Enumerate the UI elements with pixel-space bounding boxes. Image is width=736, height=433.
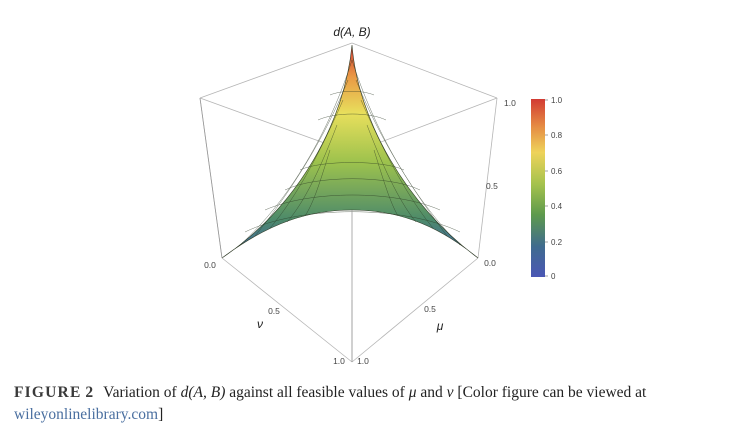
surface xyxy=(221,44,479,259)
surface-plot-figure: d(A, B) 0.5 1.0 0.0 0.5 1.0 ν 0.0 0.5 1.… xyxy=(199,25,563,366)
colorbar-tick: 1.0 xyxy=(551,96,563,105)
z-axis-label: d(A, B) xyxy=(333,25,370,39)
caption-text: Variation of xyxy=(103,384,181,401)
x-tick-label: 1.0 xyxy=(333,356,345,366)
colorbar-tick: 0.6 xyxy=(551,167,563,176)
y-axis-label: μ xyxy=(436,319,444,333)
y-tick-label: 1.0 xyxy=(357,356,369,366)
colorbar-gradient xyxy=(531,99,545,277)
caption-label: FIGURE xyxy=(14,384,82,401)
colorbar-tick: 0.4 xyxy=(551,202,563,211)
colorbar: 1.0 0.8 0.6 0.4 0.2 0 xyxy=(531,96,563,281)
caption-text: and xyxy=(416,384,447,401)
z-tick-label: 1.0 xyxy=(504,98,516,108)
caption-math: d(A, B) xyxy=(180,384,226,401)
colorbar-tick: 0.2 xyxy=(551,238,563,247)
colorbar-tick: 0.8 xyxy=(551,131,563,140)
x-axis-label: ν xyxy=(257,317,263,331)
x-tick-label: 0.5 xyxy=(268,306,280,316)
caption-number: 2 xyxy=(85,384,94,401)
caption-text: ] xyxy=(158,406,164,423)
caption-text: against all feasible values of xyxy=(225,384,409,401)
z-tick-label: 0.5 xyxy=(486,181,498,191)
caption-math: μ xyxy=(408,384,417,401)
x-tick-label: 0.0 xyxy=(204,260,216,270)
caption-text: [Color figure can be viewed at xyxy=(453,384,647,401)
figure-caption: FIGURE 2 Variation of d(A, B) against all… xyxy=(14,382,726,426)
caption-link[interactable]: wileyonlinelibrary.com xyxy=(14,406,159,423)
colorbar-tick: 0 xyxy=(551,272,556,281)
caption-math: ν xyxy=(446,384,454,401)
y-tick-label: 0.5 xyxy=(424,304,436,314)
y-tick-label: 0.0 xyxy=(484,258,496,268)
